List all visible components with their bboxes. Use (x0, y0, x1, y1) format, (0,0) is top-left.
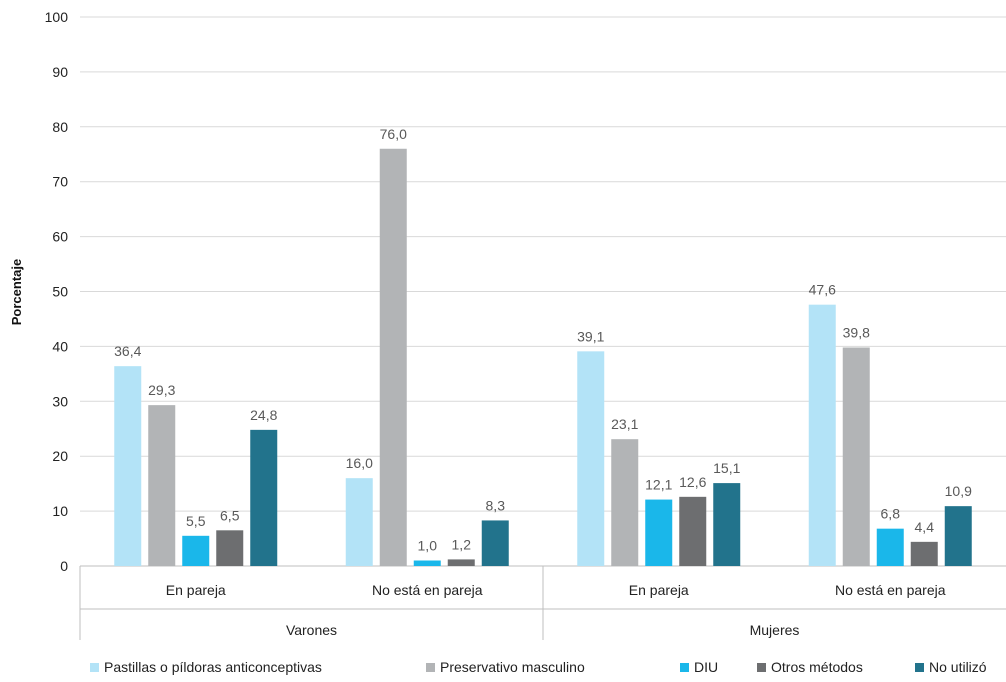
data-label: 12,1 (645, 477, 672, 493)
data-label: 8,3 (486, 497, 506, 513)
bar (447, 559, 475, 566)
data-label: 5,5 (186, 513, 206, 529)
bar (114, 366, 142, 566)
bar (713, 483, 741, 566)
y-tick-label: 100 (45, 9, 69, 25)
bar (679, 496, 707, 566)
data-label: 1,2 (452, 536, 472, 552)
data-label: 47,6 (809, 282, 836, 298)
legend-swatch (680, 663, 689, 672)
bar (944, 506, 972, 566)
legend-label: Otros métodos (771, 659, 863, 675)
data-label: 23,1 (611, 416, 638, 432)
x-category-label: En pareja (166, 582, 226, 598)
x-category-label: No está en pareja (372, 582, 483, 598)
legend-label: Pastillas o píldoras anticonceptivas (104, 659, 322, 675)
data-label: 6,5 (220, 507, 240, 523)
y-tick-label: 20 (52, 448, 68, 464)
data-label: 4,4 (915, 519, 935, 535)
gridlines (80, 16, 1006, 567)
data-label: 15,1 (713, 460, 740, 476)
bar (379, 148, 407, 566)
data-label: 12,6 (679, 474, 706, 490)
y-tick-label: 30 (52, 393, 68, 409)
data-label: 24,8 (250, 407, 277, 423)
data-label: 39,8 (843, 324, 870, 340)
data-label: 76,0 (380, 126, 407, 142)
legend-swatch (757, 663, 766, 672)
bar (842, 347, 870, 566)
y-tick-label: 10 (52, 503, 68, 519)
legend-swatch (915, 663, 924, 672)
bar (808, 304, 836, 566)
legend-label: No utilizó (929, 659, 987, 675)
legend: Pastillas o píldoras anticonceptivas Pres… (90, 659, 987, 675)
x-category-label: En pareja (629, 582, 689, 598)
data-label: 10,9 (945, 483, 972, 499)
x-axis: En pareja No está en pareja Varones En pare… (79, 566, 1006, 640)
y-axis-ticks: 0 10 20 30 40 50 60 70 80 90 100 (45, 9, 69, 574)
legend-label: Preservativo masculino (440, 659, 585, 675)
bar (148, 405, 176, 566)
y-tick-label: 70 (52, 174, 68, 190)
data-label: 29,3 (148, 382, 175, 398)
bar (182, 535, 210, 566)
legend-swatch (90, 663, 99, 672)
data-label: 6,8 (881, 506, 901, 522)
data-label: 1,0 (418, 538, 438, 554)
bar (216, 530, 244, 566)
data-labels: 36,4 16,0 39,1 47,6 29,3 76,0 23,1 39,8 5,5 1,0 12… (114, 126, 972, 554)
y-tick-label: 90 (52, 64, 68, 80)
y-tick-label: 50 (52, 284, 68, 300)
y-tick-label: 40 (52, 338, 68, 354)
bars (114, 148, 972, 566)
legend-label: DIU (694, 659, 718, 675)
data-label: 39,1 (577, 328, 604, 344)
bar (413, 560, 441, 566)
x-group-label: Mujeres (750, 622, 800, 638)
bar (611, 439, 639, 566)
data-label: 16,0 (346, 455, 373, 471)
y-tick-label: 80 (52, 119, 68, 135)
y-axis-label: Porcentaje (9, 259, 24, 325)
bar (481, 520, 509, 566)
bar (876, 528, 904, 566)
bar (577, 351, 605, 566)
legend-swatch (426, 663, 435, 672)
bar (345, 478, 373, 566)
y-tick-label: 60 (52, 229, 68, 245)
x-group-label: Varones (286, 622, 337, 638)
bar (645, 499, 673, 566)
x-category-label: No está en pareja (835, 582, 946, 598)
y-tick-label: 0 (60, 558, 68, 574)
data-label: 36,4 (114, 343, 141, 359)
bar (250, 429, 278, 566)
bar (910, 541, 938, 566)
